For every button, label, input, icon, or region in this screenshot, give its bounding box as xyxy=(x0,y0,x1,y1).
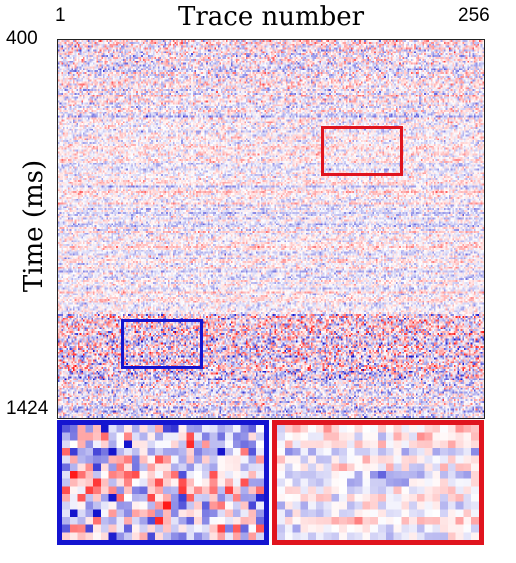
zoom-inset-blue xyxy=(57,420,269,545)
x-tick-max: 256 xyxy=(458,5,490,26)
zoom-box-blue xyxy=(121,319,203,369)
zoom-inset-blue-canvas xyxy=(62,425,264,540)
y-tick-min: 400 xyxy=(6,28,38,49)
x-tick-min: 1 xyxy=(55,5,66,26)
seismic-heatmap-canvas xyxy=(58,40,484,418)
zoom-inset-red-canvas xyxy=(277,425,479,540)
y-axis-label: Time (ms) xyxy=(19,159,49,293)
zoom-box-red xyxy=(321,126,403,176)
seismic-heatmap xyxy=(57,39,485,419)
zoom-inset-red xyxy=(272,420,484,545)
y-tick-max: 1424 xyxy=(6,398,49,419)
x-axis-label: Trace number xyxy=(178,2,365,32)
